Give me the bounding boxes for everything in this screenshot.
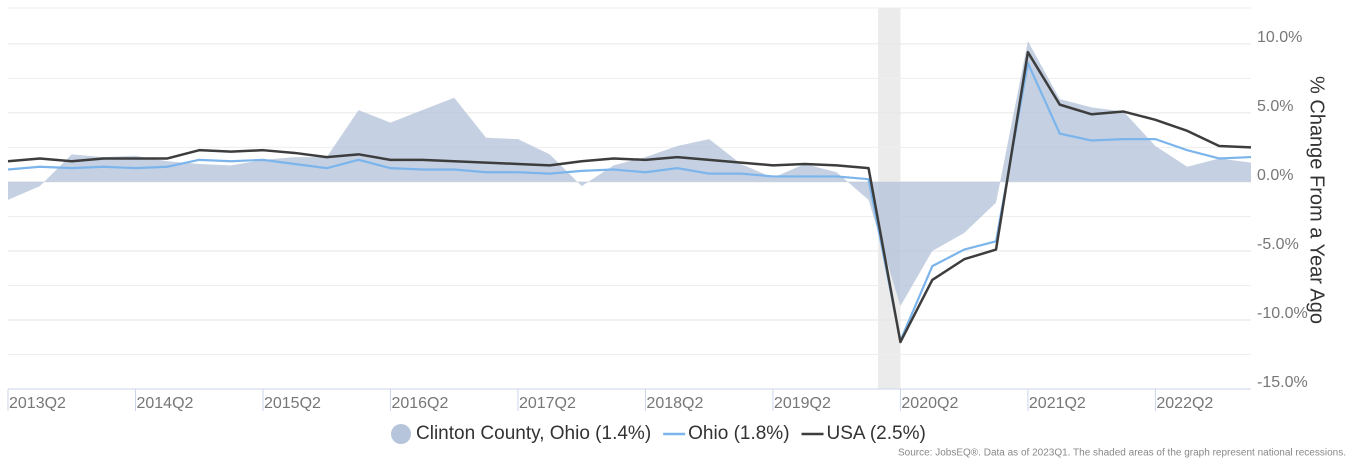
y-tick-label: 0.0% bbox=[1257, 167, 1293, 184]
source-note: Source: JobsEQ®. Data as of 2023Q1. The … bbox=[898, 448, 1346, 459]
x-tick-label: 2015Q2 bbox=[264, 395, 321, 412]
legend-label: USA (2.5%) bbox=[827, 423, 926, 444]
legend-label: Ohio (1.8%) bbox=[688, 423, 789, 444]
legend-label: Clinton County, Ohio (1.4%) bbox=[416, 423, 651, 444]
x-tick-label: 2017Q2 bbox=[519, 395, 576, 412]
y-axis-label: % Change From a Year Ago bbox=[1306, 76, 1328, 324]
x-tick-label: 2013Q2 bbox=[9, 395, 66, 412]
x-tick-label: 2022Q2 bbox=[1156, 395, 1213, 412]
x-tick-label: 2021Q2 bbox=[1029, 395, 1086, 412]
y-tick-label: -15.0% bbox=[1257, 374, 1308, 391]
x-tick-label: 2016Q2 bbox=[391, 395, 448, 412]
y-tick-label: 10.0% bbox=[1257, 29, 1302, 46]
x-tick-label: 2014Q2 bbox=[136, 395, 193, 412]
x-tick-label: 2020Q2 bbox=[901, 395, 958, 412]
x-tick-label: 2018Q2 bbox=[646, 395, 703, 412]
y-tick-label: -10.0% bbox=[1257, 305, 1308, 322]
y-tick-label: -5.0% bbox=[1257, 236, 1299, 253]
area bbox=[8, 41, 1251, 307]
legend-marker bbox=[391, 424, 411, 444]
line bbox=[7, 62, 1252, 342]
y-tick-label: 5.0% bbox=[1257, 98, 1293, 115]
line bbox=[7, 50, 1252, 344]
x-tick-label: 2019Q2 bbox=[774, 395, 831, 412]
